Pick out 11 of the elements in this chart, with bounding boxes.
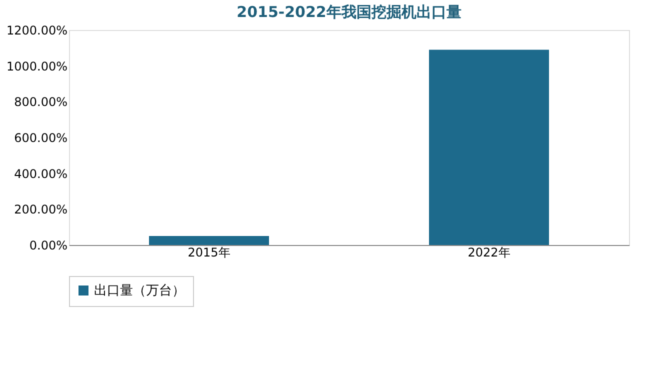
legend-label: 出口量（万台）: [94, 284, 185, 298]
y-tick-label: 1000.00%: [6, 59, 68, 74]
y-tick-label: 800.00%: [14, 95, 68, 110]
x-tick-label: 2015年: [188, 246, 230, 260]
y-tick-label: 200.00%: [14, 202, 68, 217]
y-tick-label: 600.00%: [14, 131, 68, 145]
y-tick-label: 400.00%: [14, 166, 68, 181]
chart-title: 2015-2022年我国挖掘机出口量: [236, 3, 462, 21]
x-tick-label: 2022年: [468, 246, 510, 260]
y-tick-label: 0.00%: [29, 238, 68, 252]
y-tick-label: 1200.00%: [6, 24, 68, 38]
